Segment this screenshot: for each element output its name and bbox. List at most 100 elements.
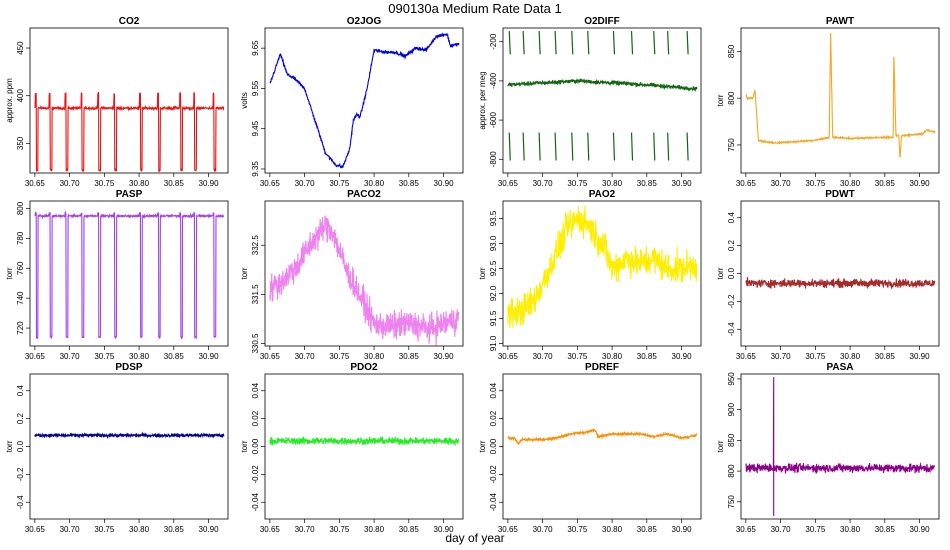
series-segment — [522, 31, 525, 55]
x-tick-label: 30.70 — [295, 179, 316, 188]
x-tick-label: 30.65 — [498, 179, 519, 188]
x-tick-label: 30.65 — [25, 525, 46, 534]
y-tick-label: 400 — [16, 89, 25, 103]
series-segment — [587, 31, 590, 55]
series-line — [269, 215, 460, 346]
x-tick-label: 30.90 — [910, 352, 931, 361]
x-tick-label: 30.75 — [329, 525, 350, 534]
x-tick-label: 30.80 — [602, 179, 623, 188]
y-axis-label: torr — [240, 267, 249, 279]
x-tick-label: 30.80 — [129, 179, 150, 188]
y-tick-label: 330.5 — [251, 333, 260, 354]
plot-frame — [740, 27, 940, 174]
plot-frame — [502, 200, 702, 347]
series-segment — [571, 31, 574, 55]
x-tick-label: 30.70 — [771, 525, 792, 534]
series-line — [269, 436, 460, 446]
y-tick-label: 850 — [727, 433, 736, 447]
x-tick-label: 30.75 — [94, 525, 115, 534]
y-axis-label: approx. ppm — [5, 78, 14, 123]
y-tick-label: 800 — [727, 91, 736, 105]
series-segment — [554, 132, 557, 161]
y-tick-label: 92.0 — [489, 285, 498, 301]
y-tick-label: 93.5 — [489, 210, 498, 226]
x-axis-caption: day of year — [445, 531, 505, 545]
series-segment — [686, 132, 689, 161]
x-tick-label: 30.90 — [199, 179, 220, 188]
x-tick-label: 30.85 — [875, 179, 896, 188]
y-tick-label: 331.5 — [251, 284, 260, 305]
x-tick-label: 30.90 — [672, 352, 693, 361]
x-tick-label: 30.85 — [399, 352, 420, 361]
series-line — [745, 32, 936, 158]
y-tick-label: 0.4 — [16, 385, 25, 397]
series-segment — [612, 31, 616, 55]
series-segment — [630, 31, 634, 55]
y-tick-label: 91.5 — [489, 310, 498, 326]
series-segment — [612, 132, 616, 161]
series-segment — [522, 132, 525, 161]
x-tick-label: 30.85 — [399, 525, 420, 534]
panel-title: O2JOG — [347, 16, 382, 27]
y-tick-label: 0.02 — [251, 410, 260, 426]
x-tick-label: 30.65 — [736, 352, 757, 361]
series-segment — [630, 132, 634, 161]
panel-title: PASA — [826, 362, 853, 373]
plot-frame — [740, 373, 940, 520]
y-tick-label: 9.35 — [251, 161, 260, 177]
series-segment — [554, 31, 557, 55]
series-line — [269, 31, 460, 169]
y-tick-label: 750 — [727, 495, 736, 509]
x-tick-label: 30.80 — [840, 179, 861, 188]
y-tick-label: 9.55 — [251, 80, 260, 96]
y-tick-label: 750 — [727, 138, 736, 152]
plot-frame — [29, 200, 229, 347]
y-tick-label: 91.0 — [489, 335, 498, 351]
y-tick-label: 950 — [727, 372, 736, 386]
y-tick-label: 92.5 — [489, 260, 498, 276]
x-tick-label: 30.70 — [60, 179, 81, 188]
series-line — [507, 428, 698, 446]
y-tick-label: -0.02 — [251, 465, 260, 484]
x-tick-label: 30.85 — [637, 179, 658, 188]
plot-frame — [264, 27, 464, 174]
y-axis-label: torr — [5, 267, 14, 279]
series-segment — [667, 132, 670, 161]
y-tick-label: -0.4 — [16, 495, 25, 509]
x-tick-label: 30.65 — [25, 179, 46, 188]
series-line — [745, 277, 936, 290]
series-line — [507, 78, 698, 92]
y-tick-label: 720 — [16, 321, 25, 335]
x-tick-label: 30.65 — [260, 525, 281, 534]
y-tick-label: 0.0 — [16, 440, 25, 452]
x-tick-label: 30.75 — [805, 179, 826, 188]
x-tick-label: 30.70 — [60, 525, 81, 534]
x-tick-label: 30.65 — [498, 352, 519, 361]
series-segment — [538, 31, 541, 55]
y-axis-label: torr — [478, 267, 487, 279]
y-tick-label: -0.4 — [727, 322, 736, 336]
y-tick-label: 850 — [727, 44, 736, 58]
y-axis-label: torr — [240, 440, 249, 452]
panel-title: CO2 — [119, 16, 140, 27]
x-tick-label: 30.90 — [434, 352, 455, 361]
x-tick-label: 30.90 — [672, 179, 693, 188]
series-line — [507, 205, 698, 328]
x-tick-label: 30.85 — [164, 525, 185, 534]
y-axis-label: approx. per meg — [478, 71, 487, 129]
x-tick-label: 30.85 — [875, 352, 896, 361]
x-tick-label: 30.65 — [260, 352, 281, 361]
panel-title: PAO2 — [589, 189, 616, 200]
y-tick-label: 740 — [16, 291, 25, 305]
x-tick-label: 30.65 — [260, 179, 281, 188]
series-line — [34, 91, 225, 173]
x-tick-label: 30.80 — [129, 525, 150, 534]
x-tick-label: 30.85 — [637, 352, 658, 361]
x-tick-label: 30.80 — [840, 352, 861, 361]
x-tick-label: 30.70 — [60, 352, 81, 361]
x-tick-label: 30.80 — [364, 179, 385, 188]
panel-title: PAWT — [826, 16, 854, 27]
y-tick-label: -0.2 — [16, 467, 25, 481]
y-tick-label: 0.04 — [489, 382, 498, 398]
x-tick-label: 30.75 — [94, 352, 115, 361]
